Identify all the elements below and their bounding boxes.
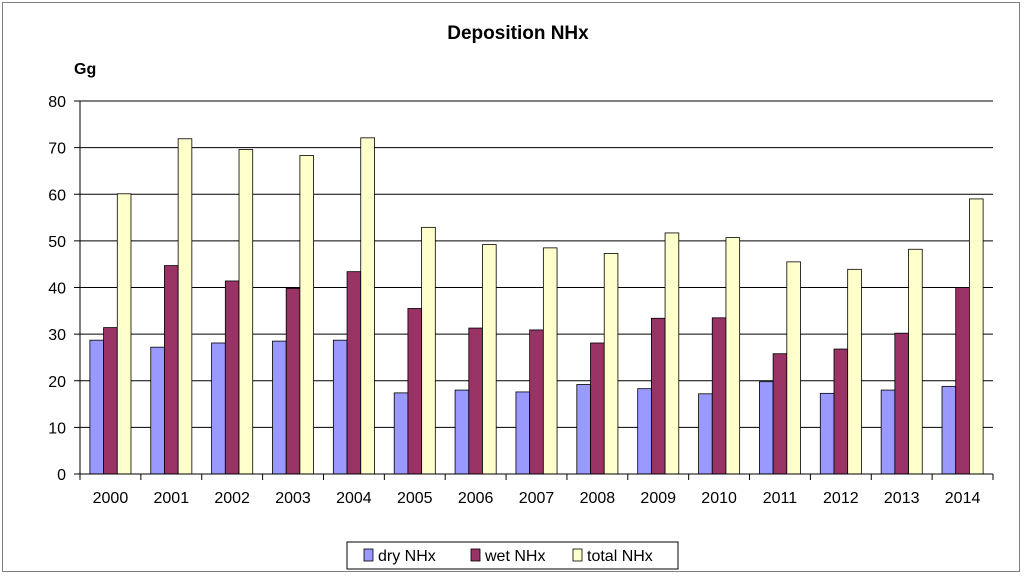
bar-dry-nhx — [515, 391, 531, 475]
bar-total-nhx — [482, 244, 497, 475]
y-tick-label: 20 — [48, 374, 66, 391]
bar-wet-nhx — [407, 308, 423, 475]
x-tick-label: 2010 — [701, 490, 737, 507]
y-tick-label: 30 — [48, 327, 66, 344]
bar-dry-nhx — [576, 384, 591, 475]
bar-dry-nhx — [819, 392, 835, 475]
bar-total-nhx — [969, 198, 984, 475]
bar-total-nhx — [421, 226, 436, 475]
bar-wet-nhx — [650, 317, 666, 475]
bar-total-nhx — [786, 261, 801, 475]
bar-wet-nhx — [285, 288, 301, 475]
bar-wet-nhx — [468, 327, 483, 475]
x-tick-label: 2013 — [884, 490, 920, 507]
x-tick-label: 2012 — [823, 490, 859, 507]
bar-wet-nhx — [833, 348, 849, 475]
bar-dry-nhx — [759, 381, 774, 475]
legend-swatch — [572, 548, 583, 562]
x-tick-label: 2006 — [458, 490, 494, 507]
x-tick-label: 2008 — [580, 490, 616, 507]
bar-dry-nhx — [332, 339, 348, 475]
x-tick-label: 2014 — [945, 490, 981, 507]
bar-total-nhx — [847, 268, 862, 475]
bar-wet-nhx — [772, 353, 788, 475]
y-tick-label: 10 — [48, 420, 66, 437]
x-tick-label: 2004 — [336, 490, 372, 507]
bar-total-nhx — [177, 138, 193, 475]
bar-dry-nhx — [454, 389, 470, 475]
bar-wet-nhx — [164, 265, 179, 475]
legend-box — [346, 541, 679, 570]
chart-title: Deposition NHx — [447, 23, 589, 44]
bar-wet-nhx — [529, 329, 544, 475]
bar-wet-nhx — [894, 332, 909, 475]
bar-total-nhx — [542, 247, 558, 475]
y-axis-label: Gg — [74, 61, 96, 78]
y-tick-label: 60 — [48, 187, 66, 204]
bar-wet-nhx — [955, 287, 970, 475]
bar-total-nhx — [908, 248, 923, 475]
x-tick-label: 2009 — [640, 490, 676, 507]
legend-swatch — [363, 548, 374, 562]
bar-wet-nhx — [590, 342, 605, 475]
legend-label: dry NHx — [378, 548, 436, 565]
bar-total-nhx — [116, 193, 132, 475]
x-tick-label: 2000 — [93, 490, 129, 507]
bars — [89, 137, 984, 475]
x-tick-label: 2002 — [214, 490, 250, 507]
bar-wet-nhx — [103, 327, 118, 475]
legend-label: total NHx — [587, 548, 653, 565]
bar-wet-nhx — [711, 317, 727, 475]
bar-total-nhx — [664, 232, 680, 475]
bar-dry-nhx — [150, 346, 165, 475]
bar-dry-nhx — [89, 339, 104, 475]
y-tick-label: 40 — [48, 281, 66, 298]
bar-total-nhx — [299, 155, 314, 475]
x-tick-label: 2007 — [519, 490, 555, 507]
bar-dry-nhx — [941, 385, 957, 475]
legend-swatch — [470, 548, 481, 562]
x-tick-labels: 2000 2001 2002 2003 2004 2005 2006 2007 2008 2009… — [93, 490, 981, 507]
bar-dry-nhx — [880, 389, 896, 475]
bar-total-nhx — [603, 253, 619, 475]
bar-wet-nhx — [224, 280, 240, 475]
bar-dry-nhx — [637, 388, 652, 475]
bar-dry-nhx — [272, 340, 287, 475]
y-tick-label: 0 — [57, 467, 66, 484]
x-tick-label: 2011 — [763, 490, 798, 507]
y-tick-label: 70 — [48, 141, 66, 158]
y-tick-label: 50 — [48, 234, 66, 251]
bar-wet-nhx — [346, 271, 362, 475]
x-tick-label: 2001 — [154, 490, 190, 507]
bar-total-nhx — [360, 137, 375, 475]
bar-dry-nhx — [393, 392, 409, 475]
bar-dry-nhx — [211, 342, 226, 475]
axes — [79, 101, 994, 480]
bar-dry-nhx — [698, 393, 713, 475]
bar-total-nhx — [238, 149, 254, 475]
bar-total-nhx — [725, 237, 741, 475]
x-tick-label: 2003 — [275, 490, 311, 507]
y-tick-label: 80 — [48, 94, 66, 111]
legend: dry NHx wet NHx total NHx — [346, 541, 679, 570]
x-tick-label: 2005 — [397, 490, 433, 507]
y-tick-labels: 0 10 20 30 40 50 60 70 80 — [48, 94, 66, 484]
legend-label: wet NHx — [484, 548, 545, 565]
